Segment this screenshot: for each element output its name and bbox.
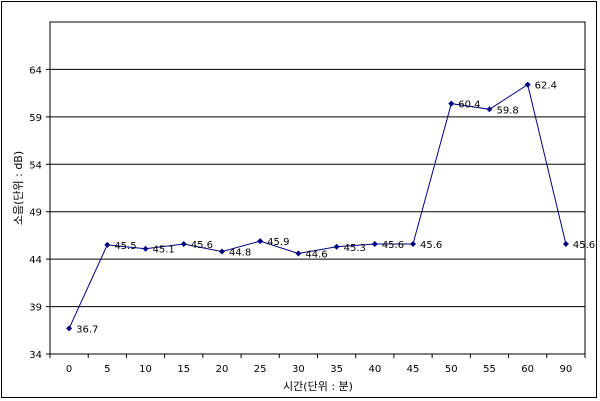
data-point bbox=[295, 250, 302, 257]
y-tick-label: 59 bbox=[29, 113, 42, 124]
data-point bbox=[448, 100, 455, 107]
data-label: 45.6 bbox=[573, 240, 595, 251]
data-label: 44.8 bbox=[229, 248, 251, 259]
data-point bbox=[333, 243, 340, 250]
y-tick-label: 34 bbox=[29, 350, 42, 361]
data-label: 45.6 bbox=[191, 240, 213, 251]
data-point bbox=[562, 240, 569, 247]
data-point bbox=[66, 325, 73, 332]
plot-area bbox=[49, 21, 586, 355]
data-label: 45.1 bbox=[153, 245, 175, 256]
x-tick-label: 60 bbox=[521, 364, 534, 375]
data-point bbox=[257, 238, 264, 245]
data-labels: 36.7 45.5 45.1 45.6 44.8 45.9 44.6 45.3 45.6 45.6… bbox=[76, 81, 595, 336]
data-point bbox=[142, 245, 149, 252]
x-tick-label: 50 bbox=[445, 364, 458, 375]
x-tick-label: 5 bbox=[104, 364, 110, 375]
x-tick-label: 15 bbox=[177, 364, 190, 375]
data-label: 36.7 bbox=[76, 324, 98, 335]
data-points bbox=[66, 81, 569, 332]
series-line bbox=[68, 83, 567, 329]
data-label: 62.4 bbox=[535, 81, 557, 92]
y-tick-label: 49 bbox=[29, 208, 42, 219]
data-label: 45.6 bbox=[420, 240, 442, 251]
x-tick-label: 20 bbox=[216, 364, 229, 375]
data-point bbox=[104, 241, 111, 248]
x-axis-title: 시간(단위 : 분) bbox=[283, 380, 353, 393]
x-axis-ticks: 0 5 10 15 20 25 30 35 40 45 50 55 60 90 bbox=[49, 354, 586, 375]
y-tick-label: 64 bbox=[29, 65, 42, 76]
data-label: 44.6 bbox=[305, 249, 327, 260]
data-point bbox=[180, 240, 187, 247]
y-axis-ticks: 34 39 44 49 54 59 64 bbox=[29, 65, 50, 361]
x-tick-label: 10 bbox=[139, 364, 152, 375]
gridlines bbox=[50, 68, 585, 308]
x-tick-label: 25 bbox=[254, 364, 267, 375]
y-tick-label: 44 bbox=[29, 255, 42, 266]
data-label: 45.6 bbox=[382, 240, 404, 251]
y-tick-label: 39 bbox=[29, 303, 42, 314]
data-point bbox=[486, 106, 493, 113]
x-tick-label: 55 bbox=[483, 364, 496, 375]
y-axis-title: 소음(단위 : dB) bbox=[12, 151, 25, 225]
data-point bbox=[524, 81, 531, 88]
x-tick-label: 40 bbox=[368, 364, 381, 375]
x-tick-label: 45 bbox=[407, 364, 420, 375]
data-point bbox=[218, 248, 225, 255]
y-tick-label: 54 bbox=[29, 160, 42, 171]
x-tick-label: 90 bbox=[560, 364, 573, 375]
data-label: 45.3 bbox=[344, 243, 366, 254]
data-point bbox=[371, 240, 378, 247]
data-label: 60.4 bbox=[458, 100, 480, 111]
x-tick-label: 0 bbox=[66, 364, 72, 375]
x-tick-label: 30 bbox=[292, 364, 305, 375]
data-point bbox=[410, 240, 417, 247]
x-tick-label: 35 bbox=[330, 364, 343, 375]
data-label: 59.8 bbox=[496, 105, 518, 116]
data-label: 45.5 bbox=[114, 241, 136, 252]
data-label: 45.9 bbox=[267, 237, 289, 248]
